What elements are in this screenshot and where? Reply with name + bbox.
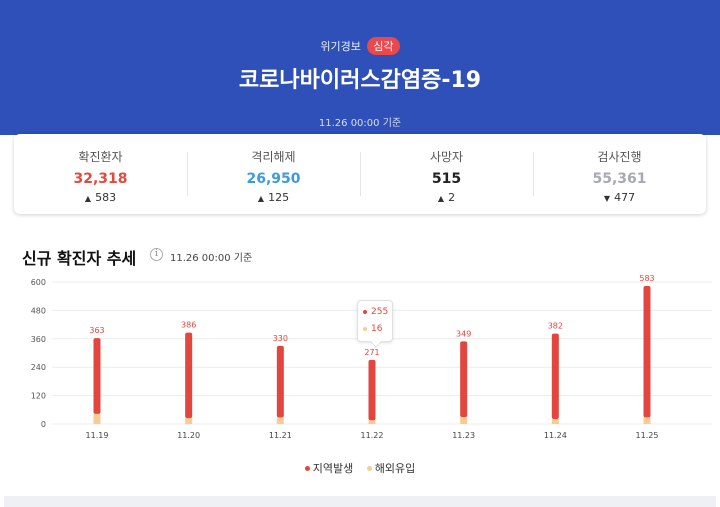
- legend-item-local[interactable]: 지역발생: [304, 460, 354, 476]
- stat-delta-value: 125: [268, 191, 290, 204]
- bar-local: [551, 333, 559, 420]
- stat-released: 격리해제 26,950 ▲ 125: [187, 134, 360, 214]
- stat-delta-value: 2: [448, 191, 456, 204]
- page-title: 코로나바이러스감염증-19: [238, 68, 482, 93]
- stat-delta: ▲ 583: [14, 191, 187, 204]
- bar-imported: [368, 420, 376, 424]
- chart-timestamp: 11.26 00:00 기준: [170, 253, 253, 264]
- x-tick-label: 11.21: [269, 431, 292, 440]
- x-tick-label: 11.22: [361, 431, 384, 440]
- legend-dot-local: [304, 465, 310, 471]
- stat-value: 55,361: [592, 171, 647, 187]
- alert-row: 위기경보 심각: [0, 37, 720, 55]
- y-tick-label: 360: [31, 335, 46, 344]
- tooltip-local-dot: [363, 310, 367, 314]
- chart-tooltip: 255 16: [357, 300, 393, 348]
- tooltip-imported-value: 16: [371, 324, 383, 334]
- stat-label: 검사진행: [597, 150, 642, 164]
- bar-imported: [551, 419, 559, 424]
- bar-imported: [643, 417, 651, 424]
- info-icon[interactable]: i: [150, 248, 163, 261]
- bar-local: [643, 286, 651, 418]
- new-cases-chart: 0 120 240 360 480 600 363 11.19 386 11.20 330 11.21…: [31, 274, 712, 440]
- alert-label: 위기경보: [320, 40, 361, 53]
- legend-label-local: 지역발생: [312, 462, 354, 475]
- stat-delta: ▲ 2: [360, 191, 533, 204]
- y-tick-label: 480: [31, 306, 46, 315]
- stat-label: 사망자: [429, 150, 464, 164]
- y-tick-label: 600: [31, 278, 46, 287]
- legend-item-imported[interactable]: 해외유입: [366, 460, 416, 476]
- x-tick-label: 11.24: [544, 431, 567, 440]
- chart-section-title: 신규 확진자 추세: [22, 249, 137, 268]
- bar-total-label: 382: [548, 322, 563, 331]
- stat-delta-value: 477: [614, 191, 636, 204]
- stat-confirmed: 확진환자 32,318 ▲ 583: [14, 134, 187, 214]
- tooltip-local-value: 255: [371, 307, 389, 317]
- stat-value: 515: [431, 171, 462, 187]
- stat-delta-value: 583: [95, 191, 117, 204]
- tooltip-imported-row: 16: [363, 324, 382, 334]
- tooltip-local-row: 255: [363, 307, 388, 317]
- tooltip-imported-dot: [363, 327, 367, 331]
- y-tick-label: 120: [31, 392, 46, 401]
- bar-local: [276, 345, 284, 418]
- stat-value: 26,950: [246, 171, 301, 187]
- stat-value: 32,318: [73, 171, 128, 187]
- header-timestamp: 11.26 00:00 기준: [318, 118, 402, 129]
- bar-local: [460, 341, 468, 418]
- arrow-up-icon: ▲: [84, 194, 92, 203]
- x-tick-label: 11.19: [86, 431, 109, 440]
- header-banner: [0, 0, 720, 135]
- bar-local: [185, 332, 193, 419]
- arrow-up-icon: ▲: [437, 194, 445, 203]
- bottom-divider: [4, 496, 716, 507]
- bar-local: [93, 338, 101, 414]
- arrow-up-icon: ▲: [257, 194, 265, 203]
- bar-imported: [276, 417, 284, 424]
- bar-imported: [185, 418, 193, 424]
- bar-total-label: 271: [364, 348, 379, 357]
- chart-legend: 지역발생 해외유입: [0, 460, 720, 476]
- bar-total-label: 583: [639, 274, 654, 283]
- stat-deaths: 사망자 515 ▲ 2: [360, 134, 533, 214]
- legend-label-imported: 해외유입: [374, 462, 416, 475]
- stat-delta: ▼ 477: [533, 191, 706, 204]
- bar-total-label: 330: [273, 334, 288, 343]
- stats-card: 확진환자 32,318 ▲ 583 격리해제 26,950 ▲ 125 사망자 51…: [14, 134, 706, 214]
- y-tick-label: 240: [31, 363, 46, 372]
- bar-imported: [93, 413, 101, 424]
- y-tick-label: 0: [41, 420, 46, 429]
- bar-total-label: 363: [89, 326, 104, 335]
- x-tick-label: 11.20: [177, 431, 200, 440]
- stat-delta: ▲ 125: [187, 191, 360, 204]
- alert-level-badge: 심각: [367, 37, 400, 55]
- bar-local: [368, 359, 376, 421]
- bar-total-label: 386: [181, 321, 196, 330]
- arrow-down-icon: ▼: [603, 194, 611, 203]
- x-tick-label: 11.23: [452, 431, 475, 440]
- x-tick-label: 11.25: [636, 431, 659, 440]
- stat-testing: 검사진행 55,361 ▼ 477: [533, 134, 706, 214]
- legend-dot-imported: [366, 465, 372, 471]
- stat-label: 확진환자: [78, 150, 123, 164]
- stat-label: 격리해제: [251, 150, 296, 164]
- bar-total-label: 349: [456, 329, 471, 338]
- bar-imported: [460, 417, 468, 424]
